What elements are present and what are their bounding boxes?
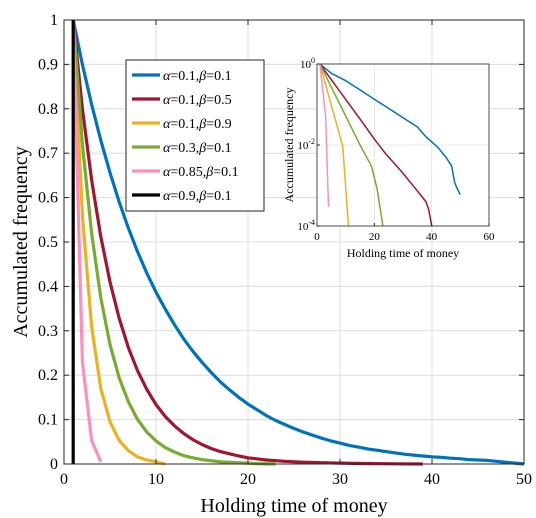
main-series-line-4 <box>71 19 276 466</box>
inset-y-axis-label: Accumulated frequency <box>282 88 296 203</box>
legend-label: α=0.1,β=0.9 <box>163 117 232 132</box>
main-x-axis-label: Holding time of money <box>200 495 387 517</box>
main-series-group <box>71 19 525 466</box>
inset-series-line-2 <box>319 63 433 227</box>
inset-y-tick-label: 10-2 <box>297 137 315 152</box>
main-ticks: 0 10 20 30 40 50 0 0.1 0.2 0.3 0.4 0.5 0.6 0.7 0.8 0.9 1 <box>38 12 532 488</box>
main-y-tick-label: 0.3 <box>38 323 58 340</box>
main-series-line-5 <box>71 19 103 463</box>
inset-x-tick-label: 20 <box>369 231 381 243</box>
inset-series-line-4 <box>319 63 384 227</box>
legend-label: α=0.3,β=0.1 <box>163 141 232 156</box>
main-y-tick-label: 0.8 <box>38 101 58 118</box>
main-x-tick-label: 30 <box>332 471 348 488</box>
inset-series-group <box>319 63 461 227</box>
inset-x-tick-label: 40 <box>426 231 438 243</box>
main-x-tick-label: 50 <box>516 471 532 488</box>
inset-x-tick-label: 0 <box>314 231 320 243</box>
inset-chart: 0 20 40 60 100 10-2 10-4 Holding time of money… <box>282 56 495 260</box>
inset-x-axis-label: Holding time of money <box>347 246 459 260</box>
legend-label: α=0.1,β=0.1 <box>163 69 232 84</box>
main-x-tick-label: 20 <box>240 471 256 488</box>
main-x-tick-label: 10 <box>148 471 164 488</box>
inset-ticks: 0 20 40 60 100 10-2 10-4 <box>297 56 495 243</box>
legend-label: α=0.85,β=0.1 <box>163 165 239 180</box>
main-y-tick-label: 1 <box>50 12 58 29</box>
main-y-tick-label: 0.1 <box>38 412 58 429</box>
main-y-tick-label: 0.9 <box>38 56 58 73</box>
inset-series-line-5 <box>319 63 330 207</box>
main-y-tick-label: 0.7 <box>38 145 58 162</box>
legend: α=0.1,β=0.1 α=0.1,β=0.5 α=0.1,β=0.9 α=0.3,β… <box>125 59 265 212</box>
inset-series-line-3 <box>319 63 350 227</box>
main-x-tick-label: 0 <box>60 471 68 488</box>
main-series-line-3 <box>71 19 166 466</box>
main-series-line-1 <box>71 19 525 466</box>
main-y-axis-label: Accumulated frequency <box>10 146 32 338</box>
legend-box <box>125 59 265 212</box>
main-y-tick-label: 0.4 <box>38 278 58 295</box>
main-x-tick-label: 40 <box>424 471 440 488</box>
inset-y-tick-label: 10-4 <box>297 218 315 233</box>
inset-y-tick-label: 100 <box>300 56 315 71</box>
main-y-tick-label: 0.2 <box>38 367 58 384</box>
main-series-line-2 <box>71 19 423 466</box>
main-y-tick-label: 0 <box>50 456 58 473</box>
legend-label: α=0.1,β=0.5 <box>163 93 232 108</box>
inset-x-tick-label: 60 <box>484 231 496 243</box>
inset-series-line-1 <box>319 63 461 195</box>
legend-label: α=0.9,β=0.1 <box>163 189 232 204</box>
main-y-tick-label: 0.5 <box>38 234 58 251</box>
main-y-tick-label: 0.6 <box>38 190 58 207</box>
